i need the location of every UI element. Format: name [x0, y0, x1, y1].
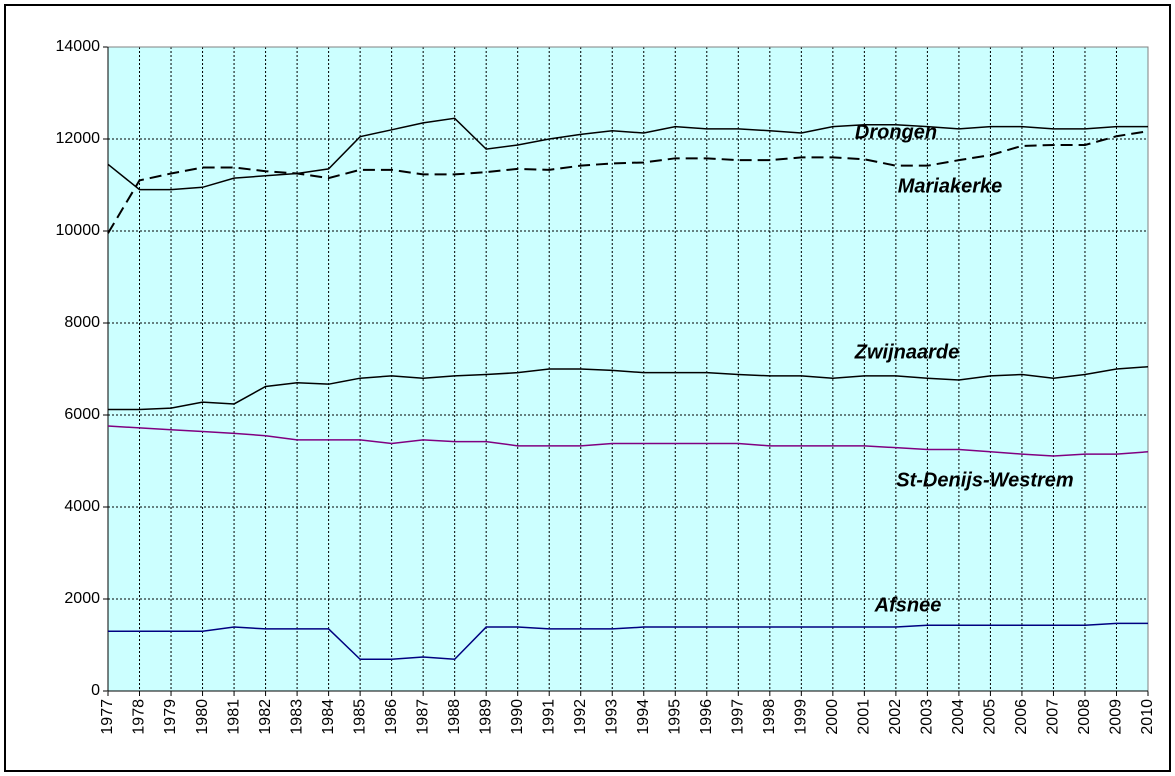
y-tick-label: 4000 [64, 498, 100, 515]
x-tick-label: 2001 [856, 699, 873, 735]
x-tick-label: 1995 [666, 699, 683, 735]
x-tick-label: 1992 [572, 699, 589, 735]
x-tick-label: 2003 [919, 699, 936, 735]
x-tick-label: 2004 [950, 699, 967, 735]
x-tick-label: 1985 [351, 699, 368, 735]
x-tick-label: 1999 [793, 699, 810, 735]
x-tick-label: 2002 [887, 699, 904, 735]
x-tick-label: 1991 [540, 699, 557, 735]
x-tick-label: 2008 [1076, 699, 1093, 735]
y-tick-label: 6000 [64, 406, 100, 423]
x-tick-label: 2006 [1013, 699, 1030, 735]
x-tick-label: 2010 [1139, 699, 1156, 735]
series-line [107, 117, 1148, 191]
series-line [107, 425, 1149, 457]
x-tick-label: 1982 [257, 699, 274, 735]
x-tick-label: 1983 [288, 699, 305, 735]
x-tick-label: 1994 [635, 699, 652, 735]
series-label: Drongen [855, 121, 937, 143]
x-tick-label: 1990 [509, 699, 526, 735]
x-tick-label: 1997 [730, 699, 747, 735]
y-tick-label: 8000 [64, 314, 100, 331]
series-label: Zwijnaarde [854, 341, 959, 363]
x-tick-label: 1984 [320, 699, 337, 735]
series-label: Afsnee [874, 594, 942, 616]
x-tick-label: 1977 [99, 699, 116, 735]
x-tick-label: 1986 [383, 699, 400, 735]
y-tick-label: 0 [91, 682, 100, 699]
x-tick-label: 1980 [194, 699, 211, 735]
series-line [108, 365, 1149, 411]
series-line [107, 130, 1149, 234]
x-tick-label: 1993 [603, 699, 620, 735]
x-tick-label: 1978 [131, 699, 148, 735]
x-tick-label: 1987 [414, 699, 431, 735]
x-tick-label: 1998 [761, 699, 778, 735]
x-tick-label: 2000 [824, 699, 841, 735]
y-tick-label: 12000 [56, 130, 101, 147]
x-tick-label: 1979 [162, 699, 179, 735]
series-label: Mariakerke [898, 175, 1003, 197]
y-tick-label: 2000 [64, 590, 100, 607]
x-tick-label: 2005 [982, 699, 999, 735]
y-tick-label: 14000 [56, 38, 101, 55]
x-tick-label: 1996 [698, 699, 715, 735]
x-tick-label: 2009 [1108, 699, 1125, 735]
series-label: St-Denijs-Westrem [896, 469, 1073, 491]
x-tick-label: 1989 [477, 699, 494, 735]
y-tick-label: 10000 [56, 222, 101, 239]
x-tick-label: 1988 [446, 699, 463, 735]
plot-area [108, 47, 1148, 691]
x-tick-label: 2007 [1045, 699, 1062, 735]
x-tick-label: 1981 [225, 699, 242, 735]
series-line [108, 622, 1148, 661]
